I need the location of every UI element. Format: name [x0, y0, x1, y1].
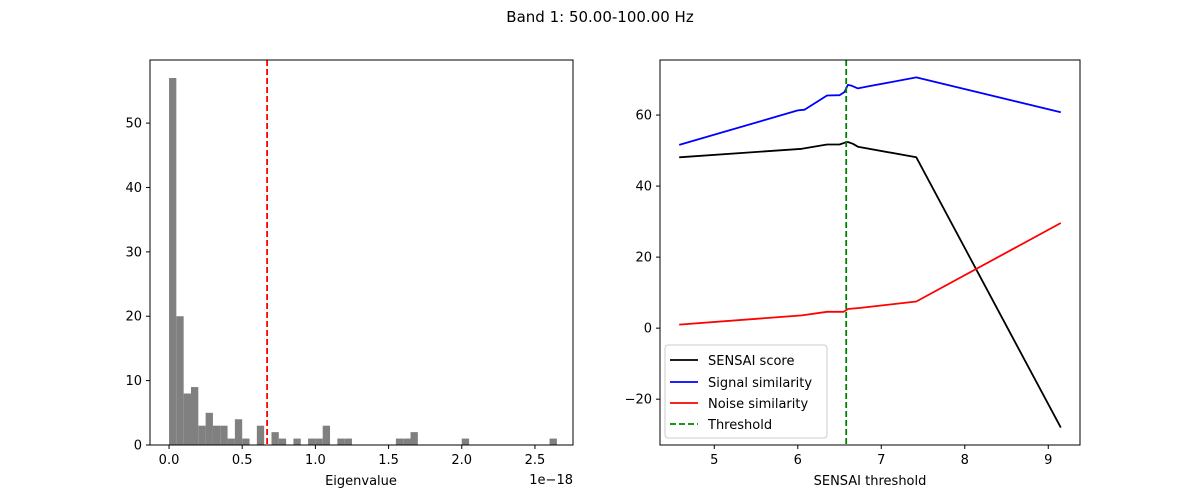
line-panel: 5 6 7 8 9 −20 0 20 40 60 SENSAI threshold SENSAI… [625, 59, 1081, 489]
histogram-x-axis-label: Eigenvalue [325, 474, 397, 489]
line-x-tick-label: 9 [1044, 453, 1052, 468]
legend-box [664, 344, 828, 439]
line-x-tick-label: 5 [710, 453, 718, 468]
histogram-axes-frame [149, 59, 574, 446]
histogram-x-offset-label: 1e−18 [529, 473, 573, 488]
histogram-bar [322, 425, 331, 445]
histogram-y-tick-label: 20 [125, 310, 142, 325]
histogram-bar [227, 438, 235, 445]
histogram-bar [337, 438, 345, 445]
histogram-bars [169, 78, 557, 445]
histogram-bar [205, 412, 213, 445]
line-y-tick-label: 40 [635, 180, 652, 195]
figure-title: Band 1: 50.00-100.00 Hz [506, 8, 694, 26]
histogram-bar [410, 432, 418, 445]
histogram-bar [344, 438, 352, 445]
line-x-tick-label: 7 [877, 453, 885, 468]
histogram-x-tick-label: 1.5 [378, 453, 399, 468]
histogram-bar [242, 438, 250, 445]
histogram-y-tick-label: 0 [134, 439, 142, 454]
histogram-bar [169, 78, 177, 445]
histogram-y-tick-label: 30 [125, 245, 142, 260]
line-y-tick-label: 60 [635, 109, 652, 124]
series-line-signal-similarity [678, 76, 1062, 146]
histogram-y-ticks: 0 10 20 30 40 50 [125, 117, 150, 454]
line-y-tick-label: 0 [644, 322, 652, 337]
histogram-bar [220, 425, 228, 445]
legend-label-signal-similarity: Signal similarity [708, 376, 812, 391]
line-x-ticks: 5 6 7 8 9 [710, 445, 1052, 468]
histogram-bar [176, 316, 184, 445]
histogram-y-tick-label: 10 [125, 374, 142, 389]
histogram-x-tick-label: 0.0 [159, 453, 180, 468]
histogram-bar [315, 438, 323, 445]
series-line-noise-similarity [679, 222, 1062, 326]
histogram-bar [271, 432, 279, 445]
line-axes-frame [659, 59, 1081, 446]
legend-label-sensai-score: SENSAI score [708, 354, 794, 369]
histogram-x-ticks: 0.0 0.5 1.0 1.5 2.0 2.5 [159, 445, 546, 468]
line-x-axis-label: SENSAI threshold [814, 474, 927, 489]
line-y-ticks: −20 0 20 40 60 [625, 109, 660, 408]
histogram-bar [549, 438, 557, 445]
histogram-bar [256, 425, 265, 445]
histogram-y-tick-label: 40 [125, 181, 142, 196]
histogram-bar [212, 425, 221, 445]
histogram-bar [403, 438, 411, 445]
legend-label-noise-similarity: Noise similarity [708, 397, 808, 412]
line-x-tick-label: 8 [961, 453, 969, 468]
line-y-tick-label: 20 [635, 251, 652, 266]
legend-label-threshold: Threshold [707, 418, 772, 433]
histogram-bar [183, 393, 191, 445]
histogram-bar [198, 425, 206, 445]
histogram-x-tick-label: 2.5 [525, 453, 546, 468]
histogram-y-tick-label: 50 [125, 117, 142, 132]
line-y-tick-label: −20 [625, 393, 652, 408]
legend: SENSAI score Signal similarity Noise sim… [664, 344, 828, 439]
histogram-x-tick-label: 1.0 [305, 453, 326, 468]
histogram-bar [234, 419, 243, 445]
histogram-bar [293, 438, 301, 445]
histogram-bar [308, 438, 316, 445]
histogram-bar [461, 438, 470, 445]
histogram-panel: 0.0 0.5 1.0 1.5 2.0 2.5 0 10 20 30 40 50 Eigenvalu… [125, 59, 574, 489]
histogram-x-tick-label: 0.5 [232, 453, 253, 468]
histogram-x-tick-label: 2.0 [451, 453, 472, 468]
line-x-tick-label: 6 [794, 453, 802, 468]
histogram-bar [278, 438, 287, 445]
histogram-bar [395, 438, 404, 445]
histogram-bar [190, 387, 199, 445]
